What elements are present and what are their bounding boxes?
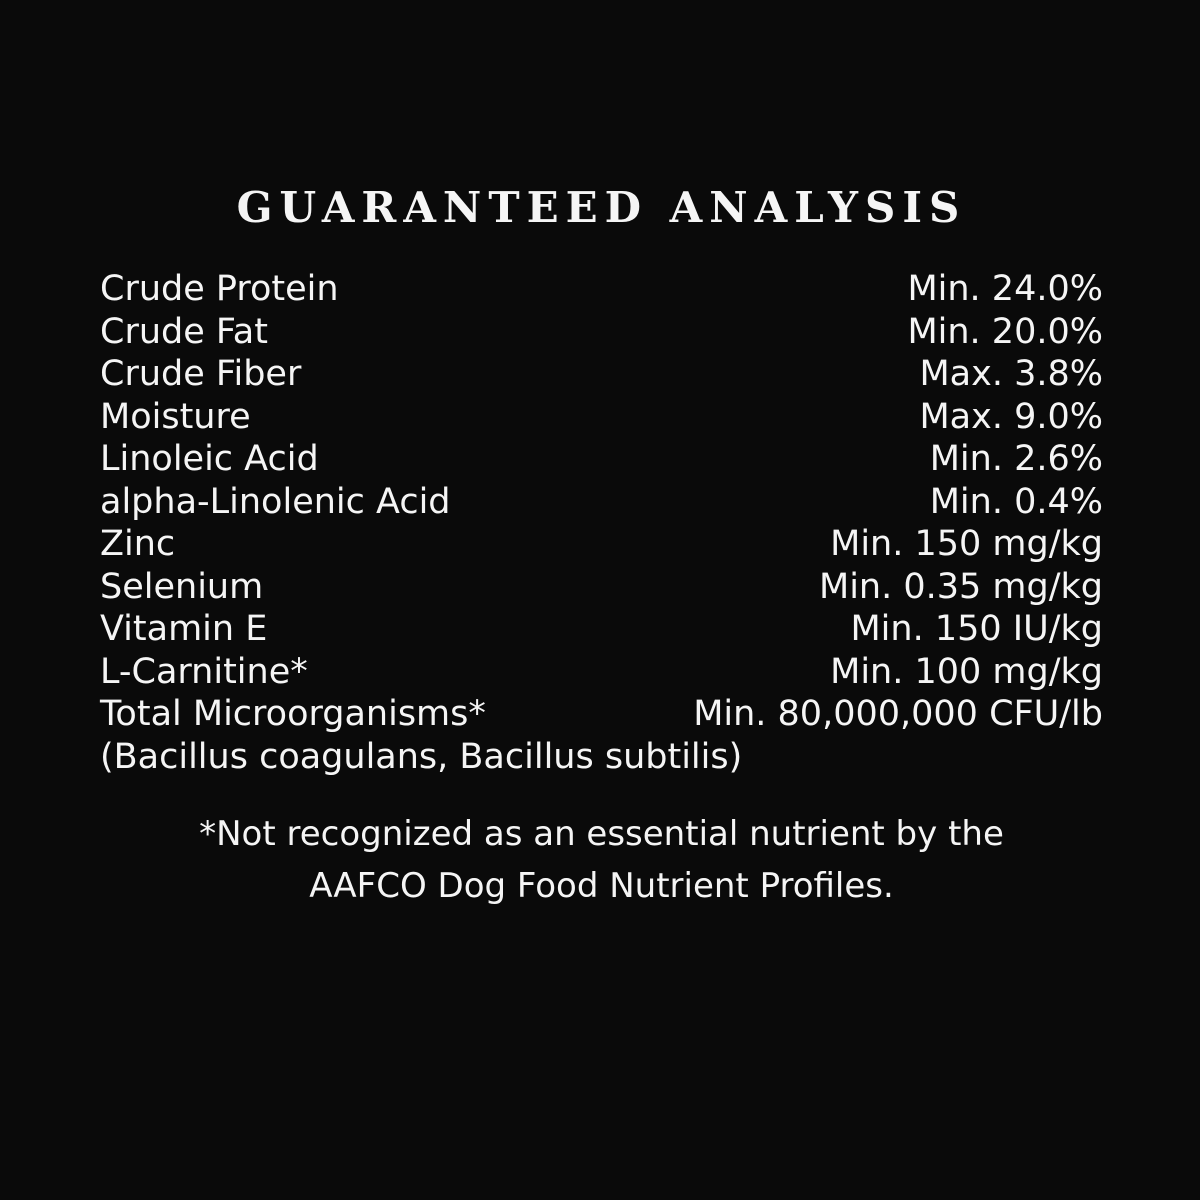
table-row: Total Microorganisms* Min. 80,000,000 CF… xyxy=(100,693,1103,736)
nutrient-label: L-Carnitine* xyxy=(100,651,308,692)
table-row: Moisture Max. 9.0% xyxy=(100,396,1103,439)
nutrient-label: Crude Protein xyxy=(100,269,339,309)
nutrient-label: Crude Fat xyxy=(100,311,268,352)
nutrient-value: Min. 20.0% xyxy=(907,311,1103,352)
footnote-line-1: *Not recognized as an essential nutrient… xyxy=(199,814,1004,854)
table-row: Vitamin E Min. 150 IU/kg xyxy=(100,608,1103,651)
table-row: Linoleic Acid Min. 2.6% xyxy=(100,438,1103,481)
nutrient-value: Min. 2.6% xyxy=(929,439,1103,479)
nutrient-label: Linoleic Acid xyxy=(100,439,319,479)
aafco-footnote: *Not recognized as an essential nutrient… xyxy=(100,808,1103,912)
nutrient-value: Max. 3.8% xyxy=(919,354,1103,394)
nutrient-value: Min. 80,000,000 CFU/lb xyxy=(693,694,1103,734)
table-row: L-Carnitine* Min. 100 mg/kg xyxy=(100,651,1103,694)
nutrient-value: Min. 0.4% xyxy=(929,481,1103,522)
nutrient-label: Selenium xyxy=(100,566,264,607)
table-row: Crude Fiber Max. 3.8% xyxy=(100,353,1103,396)
nutrient-label: alpha-Linolenic Acid xyxy=(100,481,451,522)
nutrient-value: Min. 100 mg/kg xyxy=(830,651,1103,692)
nutrient-value: Min. 0.35 mg/kg xyxy=(819,566,1103,607)
table-row: Crude Fat Min. 20.0% xyxy=(100,311,1103,354)
nutrient-value: Min. 150 IU/kg xyxy=(850,609,1103,649)
page-title: GUARANTEED ANALYSIS xyxy=(236,183,967,232)
analysis-table: Crude Protein Min. 24.0% Crude Fat Min. … xyxy=(100,268,1103,778)
nutrient-value: Max. 9.0% xyxy=(919,396,1103,437)
nutrient-label: Zinc xyxy=(100,524,176,564)
table-row: Zinc Min. 150 mg/kg xyxy=(100,523,1103,566)
nutrient-label: Crude Fiber xyxy=(100,354,302,394)
nutrient-label: Total Microorganisms* xyxy=(100,694,486,734)
nutrient-label: Moisture xyxy=(100,396,251,437)
footnote-line-2: AAFCO Dog Food Nutrient Profiles. xyxy=(309,866,894,906)
nutrient-value: Min. 150 mg/kg xyxy=(830,524,1103,564)
table-row: Crude Protein Min. 24.0% xyxy=(100,268,1103,311)
bacillus-species-note: (Bacillus coagulans, Bacillus subtilis) xyxy=(100,736,743,777)
table-row: alpha-Linolenic Acid Min. 0.4% xyxy=(100,481,1103,524)
nutrient-value: Min. 24.0% xyxy=(907,269,1103,309)
table-row: Selenium Min. 0.35 mg/kg xyxy=(100,566,1103,609)
nutrient-label: Vitamin E xyxy=(100,609,268,649)
